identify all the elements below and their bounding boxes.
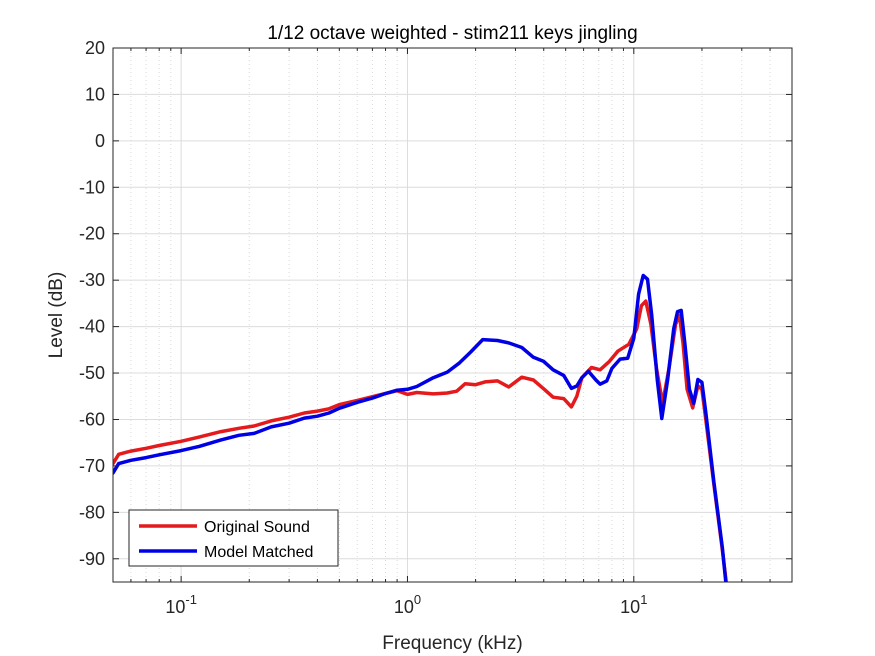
y-tick-label: -80 — [79, 502, 105, 522]
x-tick-label: 10-1 — [165, 592, 197, 617]
x-tick-label: 101 — [620, 592, 647, 617]
y-tick-label: -60 — [79, 409, 105, 429]
plot-area — [113, 48, 792, 582]
axes-box — [112, 47, 793, 583]
legend-label: Model Matched — [204, 544, 313, 561]
y-tick-label: -50 — [79, 363, 105, 383]
legend: Original Sound Model Matched — [128, 509, 339, 567]
y-tick-label: -40 — [79, 317, 105, 337]
y-tick-label: 10 — [85, 84, 105, 104]
x-axis-label: Frequency (kHz) — [382, 633, 522, 654]
y-tick-label: -20 — [79, 224, 105, 244]
y-axis-label: Level (dB) — [46, 272, 67, 359]
legend-label: Original Sound — [204, 519, 310, 536]
x-tick-label: 100 — [394, 592, 421, 617]
series-line-2 — [113, 273, 728, 582]
y-tick-label: -90 — [79, 549, 105, 569]
y-axis: 20 10 0 -10 -20 -30 -40 -50 -60 -70 -80 -90 — [79, 38, 792, 569]
y-tick-label: -70 — [79, 456, 105, 476]
series-layer — [113, 273, 728, 582]
y-tick-label: -30 — [79, 270, 105, 290]
y-tick-label: 20 — [85, 38, 105, 58]
y-tick-label: -10 — [79, 177, 105, 197]
x-axis: 10-1 100 101 — [130, 48, 771, 617]
chart-title: 1/12 octave weighted - stim211 keys jing… — [267, 23, 637, 44]
minor-grid — [130, 48, 771, 582]
y-tick-label: 0 — [95, 131, 105, 151]
legend-box — [128, 509, 339, 567]
